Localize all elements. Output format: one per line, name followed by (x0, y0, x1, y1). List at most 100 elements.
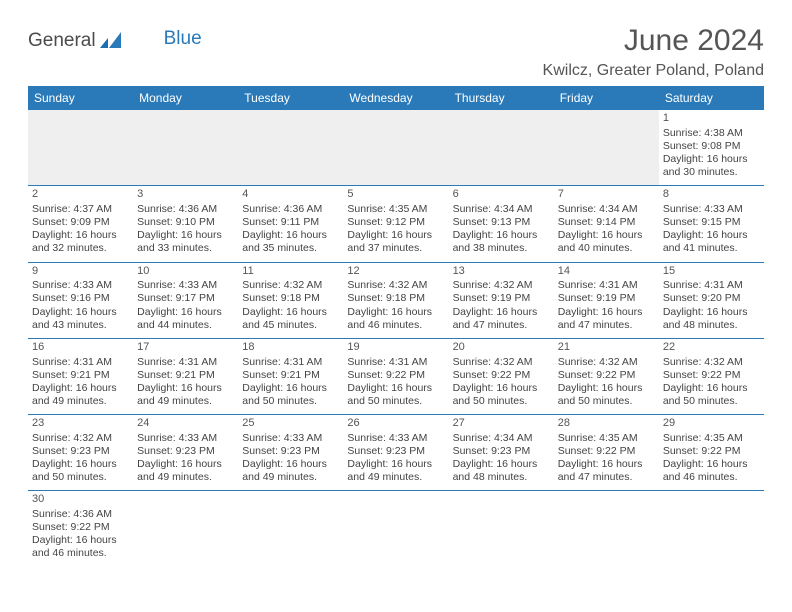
daylight-line: Daylight: 16 hours and 49 minutes. (137, 458, 234, 484)
sunrise-line: Sunrise: 4:36 AM (137, 203, 234, 216)
calendar-day-cell: 17Sunrise: 4:31 AMSunset: 9:21 PMDayligh… (133, 338, 238, 414)
sunset-line: Sunset: 9:18 PM (347, 292, 444, 305)
day-number: 23 (32, 417, 129, 431)
sunrise-line: Sunrise: 4:33 AM (347, 432, 444, 445)
sunrise-line: Sunrise: 4:33 AM (663, 203, 760, 216)
sunrise-line: Sunrise: 4:36 AM (32, 508, 129, 521)
daylight-line: Daylight: 16 hours and 37 minutes. (347, 229, 444, 255)
sunset-line: Sunset: 9:15 PM (663, 216, 760, 229)
calendar-day-cell: 3Sunrise: 4:36 AMSunset: 9:10 PMDaylight… (133, 186, 238, 262)
day-number: 22 (663, 341, 760, 355)
calendar-day-cell: 29Sunrise: 4:35 AMSunset: 9:22 PMDayligh… (659, 415, 764, 491)
day-number: 4 (242, 188, 339, 202)
sunrise-line: Sunrise: 4:38 AM (663, 127, 760, 140)
header: General Blue June 2024 Kwilcz, Greater P… (28, 24, 764, 80)
daylight-line: Daylight: 16 hours and 45 minutes. (242, 306, 339, 332)
calendar-day-cell: 30Sunrise: 4:36 AMSunset: 9:22 PMDayligh… (28, 491, 133, 567)
calendar-day-cell: 9Sunrise: 4:33 AMSunset: 9:16 PMDaylight… (28, 262, 133, 338)
sunset-line: Sunset: 9:23 PM (347, 445, 444, 458)
calendar-week-row: 23Sunrise: 4:32 AMSunset: 9:23 PMDayligh… (28, 415, 764, 491)
sunrise-line: Sunrise: 4:32 AM (32, 432, 129, 445)
day-number: 3 (137, 188, 234, 202)
sunset-line: Sunset: 9:16 PM (32, 292, 129, 305)
sunset-line: Sunset: 9:23 PM (32, 445, 129, 458)
weekday-header: Saturday (659, 86, 764, 110)
calendar-day-cell: 13Sunrise: 4:32 AMSunset: 9:19 PMDayligh… (449, 262, 554, 338)
daylight-line: Daylight: 16 hours and 49 minutes. (347, 458, 444, 484)
calendar-day-cell: 18Sunrise: 4:31 AMSunset: 9:21 PMDayligh… (238, 338, 343, 414)
weekday-header: Tuesday (238, 86, 343, 110)
calendar-day-cell (449, 491, 554, 567)
day-number: 20 (453, 341, 550, 355)
sunset-line: Sunset: 9:22 PM (663, 369, 760, 382)
day-number: 15 (663, 265, 760, 279)
daylight-line: Daylight: 16 hours and 30 minutes. (663, 153, 760, 179)
day-number: 13 (453, 265, 550, 279)
sunset-line: Sunset: 9:19 PM (453, 292, 550, 305)
weekday-header: Thursday (449, 86, 554, 110)
calendar-day-cell: 4Sunrise: 4:36 AMSunset: 9:11 PMDaylight… (238, 186, 343, 262)
day-number: 18 (242, 341, 339, 355)
calendar-day-cell (238, 110, 343, 186)
calendar-day-cell: 14Sunrise: 4:31 AMSunset: 9:19 PMDayligh… (554, 262, 659, 338)
sunset-line: Sunset: 9:22 PM (558, 369, 655, 382)
daylight-line: Daylight: 16 hours and 50 minutes. (347, 382, 444, 408)
daylight-line: Daylight: 16 hours and 40 minutes. (558, 229, 655, 255)
calendar-day-cell (343, 110, 448, 186)
sunset-line: Sunset: 9:21 PM (242, 369, 339, 382)
daylight-line: Daylight: 16 hours and 44 minutes. (137, 306, 234, 332)
day-number: 24 (137, 417, 234, 431)
day-number: 9 (32, 265, 129, 279)
daylight-line: Daylight: 16 hours and 46 minutes. (663, 458, 760, 484)
day-number: 1 (663, 112, 760, 126)
daylight-line: Daylight: 16 hours and 50 minutes. (242, 382, 339, 408)
daylight-line: Daylight: 16 hours and 50 minutes. (558, 382, 655, 408)
sunset-line: Sunset: 9:11 PM (242, 216, 339, 229)
daylight-line: Daylight: 16 hours and 47 minutes. (558, 458, 655, 484)
calendar-day-cell: 10Sunrise: 4:33 AMSunset: 9:17 PMDayligh… (133, 262, 238, 338)
month-title: June 2024 (543, 24, 764, 58)
calendar-day-cell: 8Sunrise: 4:33 AMSunset: 9:15 PMDaylight… (659, 186, 764, 262)
daylight-line: Daylight: 16 hours and 46 minutes. (32, 534, 129, 560)
weekday-header: Wednesday (343, 86, 448, 110)
calendar-week-row: 9Sunrise: 4:33 AMSunset: 9:16 PMDaylight… (28, 262, 764, 338)
sunset-line: Sunset: 9:18 PM (242, 292, 339, 305)
sunrise-line: Sunrise: 4:31 AM (242, 356, 339, 369)
calendar-week-row: 2Sunrise: 4:37 AMSunset: 9:09 PMDaylight… (28, 186, 764, 262)
sunset-line: Sunset: 9:23 PM (453, 445, 550, 458)
sunrise-line: Sunrise: 4:34 AM (453, 203, 550, 216)
calendar-day-cell: 20Sunrise: 4:32 AMSunset: 9:22 PMDayligh… (449, 338, 554, 414)
sunset-line: Sunset: 9:23 PM (137, 445, 234, 458)
daylight-line: Daylight: 16 hours and 32 minutes. (32, 229, 129, 255)
sunrise-line: Sunrise: 4:35 AM (347, 203, 444, 216)
daylight-line: Daylight: 16 hours and 49 minutes. (137, 382, 234, 408)
daylight-line: Daylight: 16 hours and 43 minutes. (32, 306, 129, 332)
sunset-line: Sunset: 9:13 PM (453, 216, 550, 229)
day-number: 25 (242, 417, 339, 431)
day-number: 30 (32, 493, 129, 507)
sunset-line: Sunset: 9:22 PM (32, 521, 129, 534)
sunrise-line: Sunrise: 4:31 AM (558, 279, 655, 292)
calendar-day-cell: 23Sunrise: 4:32 AMSunset: 9:23 PMDayligh… (28, 415, 133, 491)
location-label: Kwilcz, Greater Poland, Poland (543, 62, 764, 80)
weekday-header-row: Sunday Monday Tuesday Wednesday Thursday… (28, 86, 764, 110)
calendar-day-cell (554, 491, 659, 567)
sunset-line: Sunset: 9:22 PM (663, 445, 760, 458)
daylight-line: Daylight: 16 hours and 50 minutes. (453, 382, 550, 408)
sunset-line: Sunset: 9:22 PM (558, 445, 655, 458)
sunrise-line: Sunrise: 4:36 AM (242, 203, 339, 216)
logo-word-1: General (28, 30, 96, 52)
sunset-line: Sunset: 9:08 PM (663, 140, 760, 153)
calendar-day-cell: 12Sunrise: 4:32 AMSunset: 9:18 PMDayligh… (343, 262, 448, 338)
daylight-line: Daylight: 16 hours and 50 minutes. (663, 382, 760, 408)
day-number: 29 (663, 417, 760, 431)
sunrise-line: Sunrise: 4:32 AM (453, 356, 550, 369)
calendar-week-row: 1Sunrise: 4:38 AMSunset: 9:08 PMDaylight… (28, 110, 764, 186)
day-number: 8 (663, 188, 760, 202)
calendar-day-cell: 22Sunrise: 4:32 AMSunset: 9:22 PMDayligh… (659, 338, 764, 414)
day-number: 7 (558, 188, 655, 202)
weekday-header: Monday (133, 86, 238, 110)
calendar-day-cell: 28Sunrise: 4:35 AMSunset: 9:22 PMDayligh… (554, 415, 659, 491)
title-block: June 2024 Kwilcz, Greater Poland, Poland (543, 24, 764, 80)
day-number: 16 (32, 341, 129, 355)
